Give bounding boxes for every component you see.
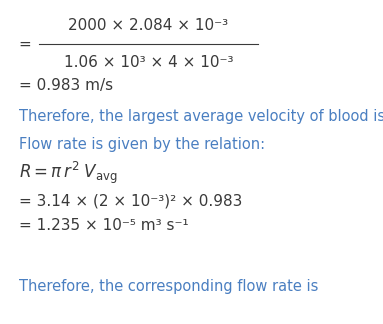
Text: Therefore, the largest average velocity of blood is 0.983 m/s.: Therefore, the largest average velocity … (19, 110, 383, 124)
Text: =: = (19, 36, 31, 51)
Text: Therefore, the corresponding flow rate is: Therefore, the corresponding flow rate i… (19, 279, 323, 294)
Text: = 0.983 m/s: = 0.983 m/s (19, 78, 113, 93)
Text: 2000 × 2.084 × 10⁻³: 2000 × 2.084 × 10⁻³ (68, 18, 228, 33)
Text: = 1.235 × 10⁻⁵ m³ s⁻¹: = 1.235 × 10⁻⁵ m³ s⁻¹ (19, 218, 188, 233)
Text: 1.06 × 10³ × 4 × 10⁻³: 1.06 × 10³ × 4 × 10⁻³ (64, 55, 233, 70)
Text: Flow rate is given by the relation:: Flow rate is given by the relation: (19, 137, 265, 152)
Text: = 3.14 × (2 × 10⁻³)² × 0.983: = 3.14 × (2 × 10⁻³)² × 0.983 (19, 193, 242, 208)
Text: $R = \pi\, r^{2}\; V_{\mathrm{avg}}$: $R = \pi\, r^{2}\; V_{\mathrm{avg}}$ (19, 160, 117, 186)
